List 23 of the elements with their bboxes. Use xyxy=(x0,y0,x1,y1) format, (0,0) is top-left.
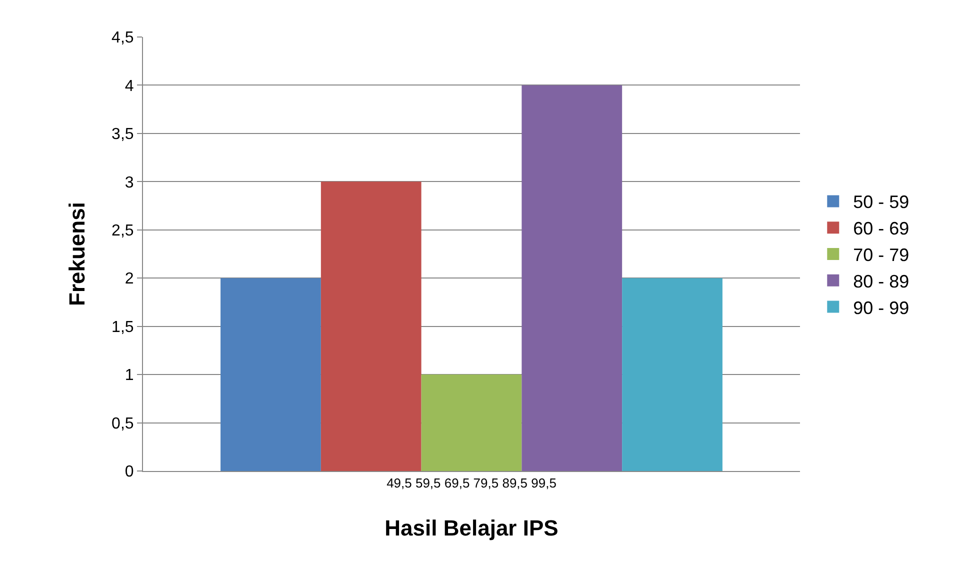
y-tick-label: 1,5 xyxy=(112,318,134,336)
x-axis-title: Hasil Belajar IPS xyxy=(384,516,558,540)
x-tick-label: 49,5 59,5 69,5 79,5 89,5 99,5 xyxy=(386,476,556,491)
legend-label: 70 - 79 xyxy=(853,245,910,266)
y-tick-label: 3,5 xyxy=(112,126,134,144)
y-tick-label: 2 xyxy=(124,270,134,288)
y-tick-label: 0 xyxy=(124,464,134,481)
y-tick-label: 3 xyxy=(124,174,134,192)
y-tick-label: 4 xyxy=(124,78,134,95)
y-tick-label: 1 xyxy=(124,367,134,384)
y-tick-label: 0,5 xyxy=(112,415,134,432)
y-tick-label: 2,5 xyxy=(112,222,134,240)
legend-label: 60 - 69 xyxy=(853,218,910,239)
legend-label: 80 - 89 xyxy=(853,271,910,292)
bar xyxy=(320,182,422,471)
bar xyxy=(220,278,321,471)
y-axis-title: Frekuensi xyxy=(64,202,90,306)
y-tick-label: 4,5 xyxy=(112,30,134,47)
bar xyxy=(622,278,722,471)
bar xyxy=(421,374,522,471)
legend-label: 50 - 59 xyxy=(853,192,910,212)
bar xyxy=(522,85,622,471)
legend-label: 90 - 99 xyxy=(853,298,910,318)
